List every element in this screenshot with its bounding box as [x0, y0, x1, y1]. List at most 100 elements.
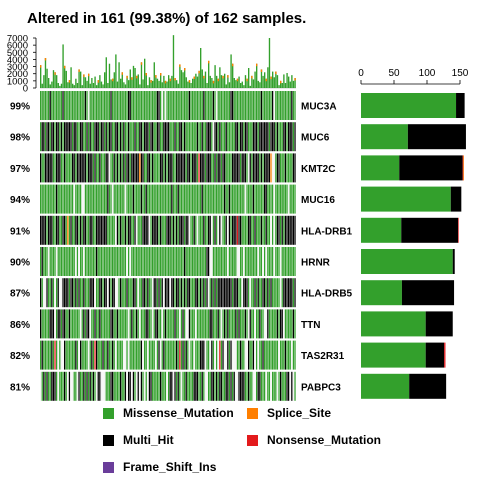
oncoprint-cell — [88, 247, 90, 276]
oncoprint-cell — [115, 371, 117, 401]
oncoprint-cell — [153, 122, 155, 152]
oncoprint-cell — [116, 309, 119, 339]
oncoprint-cell — [172, 278, 175, 308]
oncoprint-cell — [187, 371, 189, 401]
oncoprint-cell — [179, 247, 181, 276]
oncoprint-cell — [118, 309, 120, 339]
oncoprint-cell — [289, 215, 291, 245]
oncoprint-cell — [200, 278, 202, 308]
oncoprint-cell — [246, 184, 248, 214]
gene-label: HLA-DRB5 — [301, 289, 353, 300]
oncoprint-cell — [212, 215, 215, 245]
oncoprint-cell — [212, 340, 215, 370]
tmb-bar — [152, 80, 154, 88]
oncoprint-cell — [120, 371, 122, 401]
tmb-bar — [214, 65, 216, 88]
oncoprint-cell — [179, 184, 181, 214]
oncoprint-cell — [91, 215, 93, 245]
tmb-bar — [84, 77, 87, 88]
oncoprint-cell — [185, 340, 187, 370]
oncoprint-cell — [40, 184, 42, 214]
tmb-bar — [67, 82, 69, 88]
tmb-bar — [265, 78, 267, 88]
oncoprint-cell — [214, 340, 216, 370]
oncoprint-cell — [142, 91, 144, 120]
oncoprint-cell — [244, 247, 247, 276]
gene-label: PABPC3 — [301, 382, 341, 393]
oncoprint-cell — [160, 153, 162, 183]
oncoprint-cell — [216, 278, 218, 308]
tmb-tick-label: 3000 — [7, 62, 28, 73]
oncoprint-cell — [286, 340, 288, 370]
oncoprint-cell — [44, 122, 47, 152]
oncoprint-cell — [113, 184, 115, 214]
oncoprint-cell — [94, 153, 96, 183]
oncoprint-cell — [216, 340, 218, 370]
tmb-tick-label: 5000 — [7, 48, 28, 59]
oncoprint-cell — [56, 215, 58, 245]
oncoprint-cell — [43, 340, 45, 370]
oncoprint-cell — [54, 122, 56, 152]
oncoprint-cell — [44, 340, 47, 370]
oncoprint-cell — [232, 184, 234, 214]
tmb-bar — [252, 79, 255, 88]
oncoprint-cell — [168, 153, 170, 183]
oncoprint-cell — [56, 122, 58, 152]
oncoprint-cell — [289, 247, 291, 276]
oncoprint-cell — [176, 340, 178, 370]
oncoprint-cell — [249, 122, 251, 152]
oncoprint-cell — [76, 371, 79, 401]
oncoprint-cell — [201, 215, 203, 245]
oncoprint-cell — [140, 278, 143, 308]
tmb-bar — [48, 78, 50, 88]
oncoprint-cell — [139, 91, 141, 120]
oncoprint-cell — [99, 122, 101, 152]
oncoprint-cell — [134, 247, 136, 276]
tmb-bar — [176, 80, 178, 88]
oncoprint-cell — [56, 91, 58, 120]
oncoprint-cell — [224, 371, 226, 401]
oncoprint-cell — [195, 247, 197, 276]
oncoprint-cell — [73, 91, 75, 120]
tmb-bar — [236, 78, 239, 88]
oncoprint-cell — [225, 278, 227, 308]
oncoprint-cell — [272, 247, 274, 276]
oncoprint-cell — [180, 215, 183, 245]
oncoprint-cell — [238, 122, 240, 152]
oncoprint-cell — [76, 340, 79, 370]
oncoprint-cell — [72, 247, 74, 276]
oncoprint-cell — [241, 371, 243, 401]
oncoprint-cell — [236, 340, 239, 370]
oncoprint-cell — [211, 340, 213, 370]
oncoprint-cell — [99, 309, 101, 339]
oncoprint-cell — [150, 215, 152, 245]
oncoprint-cell — [236, 278, 239, 308]
oncoprint-cell — [185, 122, 187, 152]
oncoprint-cell — [88, 122, 90, 152]
oncoprint-cell — [126, 215, 128, 245]
oncoprint-cell — [134, 91, 136, 120]
oncoprint-cell — [190, 122, 192, 152]
tmb-bar — [184, 68, 186, 88]
oncoprint-cell — [169, 215, 171, 245]
oncoprint-cell — [235, 215, 237, 245]
gene-label: MUC3A — [301, 102, 337, 113]
tmb-bar — [241, 81, 243, 88]
oncoprint-cell — [136, 122, 138, 152]
oncoprint-cell — [132, 91, 135, 120]
oncoprint-cell — [113, 153, 115, 183]
oncoprint-cell — [73, 184, 75, 214]
oncoprint-cell — [182, 247, 184, 276]
oncoprint-cell — [227, 184, 229, 214]
oncoprint-cell — [67, 215, 69, 245]
oncoprint-cell — [200, 340, 202, 370]
oncoprint-cell — [155, 122, 157, 152]
oncoprint-cell — [243, 153, 245, 183]
oncoprint-cell — [275, 371, 277, 401]
oncoprint-cell — [284, 371, 287, 401]
oncoprint-cell — [192, 247, 194, 276]
oncoprint-cell — [228, 215, 231, 245]
side-bar-segment — [425, 311, 453, 337]
oncoprint-cell — [209, 184, 211, 214]
oncoprint-cell — [99, 91, 101, 120]
